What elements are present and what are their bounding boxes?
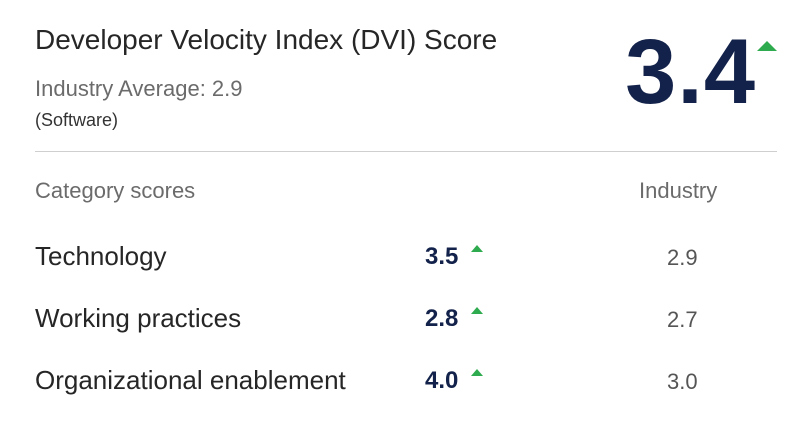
category-score: 2.8 [425,305,459,332]
category-score: 3.5 [425,243,459,270]
trend-up-icon [471,245,483,252]
industry-average: Industry Average: 2.9 [35,76,243,101]
category-scores-header: Category scores [35,178,196,203]
category-label: Technology [35,241,167,271]
dvi-score-header: Developer Velocity Index (DVI) Score Ind… [0,0,812,152]
industry-score: 2.7 [667,307,698,332]
trend-up-icon [471,369,483,376]
trend-up-icon [471,307,483,314]
page-title: Developer Velocity Index (DVI) Score [35,24,498,55]
overall-score: 3.4 [625,21,756,123]
category-row-organizational-enablement: Organizational enablement 4.0 3.0 [0,365,812,405]
industry-sector: (Software) [35,110,119,130]
category-label: Working practices [35,303,242,333]
category-row-technology: Technology 3.5 2.9 [0,241,812,281]
industry-column-header: Industry [639,178,718,203]
industry-score: 2.9 [667,245,698,270]
overall-trend-up-icon [757,41,777,51]
industry-score: 3.0 [667,369,698,394]
category-label: Organizational enablement [35,365,346,395]
category-score: 4.0 [425,367,459,394]
category-row-working-practices: Working practices 2.8 2.7 [0,303,812,343]
divider [35,151,777,152]
